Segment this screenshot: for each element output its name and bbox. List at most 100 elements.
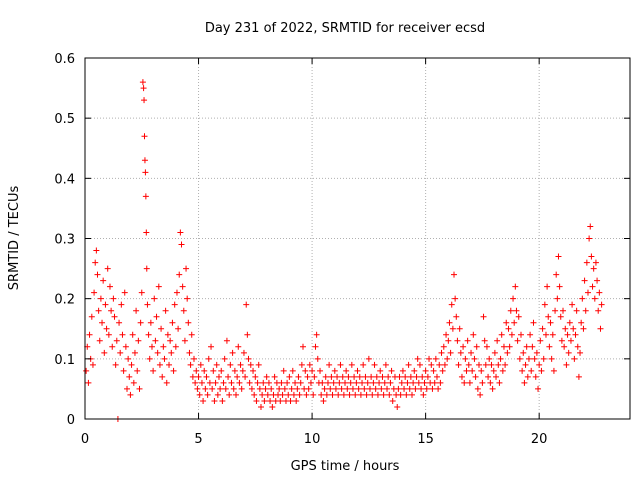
data-point bbox=[284, 379, 291, 386]
data-point bbox=[477, 391, 484, 398]
data-point bbox=[119, 331, 126, 338]
data-point bbox=[529, 343, 536, 350]
data-point bbox=[574, 343, 581, 350]
data-point bbox=[262, 385, 269, 392]
data-point bbox=[176, 271, 183, 278]
data-point bbox=[311, 373, 318, 380]
data-point bbox=[254, 379, 261, 386]
data-point bbox=[458, 373, 465, 380]
data-point bbox=[452, 295, 459, 302]
data-point bbox=[179, 283, 186, 290]
data-point bbox=[122, 343, 129, 350]
data-point bbox=[206, 379, 213, 386]
data-point bbox=[113, 337, 120, 344]
x-axis-ticks: 0 5 10 15 20 bbox=[81, 58, 547, 447]
data-point bbox=[569, 301, 576, 308]
data-point bbox=[571, 355, 578, 362]
data-point bbox=[106, 283, 113, 290]
data-point bbox=[564, 331, 571, 338]
data-point bbox=[133, 307, 140, 314]
data-point bbox=[497, 355, 504, 362]
data-point bbox=[464, 337, 471, 344]
data-point bbox=[522, 361, 529, 368]
data-point bbox=[538, 367, 545, 374]
data-point bbox=[366, 385, 373, 392]
data-point bbox=[345, 373, 352, 380]
data-point bbox=[295, 373, 302, 380]
data-point bbox=[150, 367, 157, 374]
data-point bbox=[245, 355, 252, 362]
data-point bbox=[354, 367, 361, 374]
data-point bbox=[142, 169, 149, 176]
data-point bbox=[428, 361, 435, 368]
data-points bbox=[83, 79, 605, 422]
data-point bbox=[103, 325, 110, 332]
data-point bbox=[99, 319, 106, 326]
data-point bbox=[235, 343, 242, 350]
data-point bbox=[94, 271, 101, 278]
data-point bbox=[545, 313, 552, 320]
data-point bbox=[247, 361, 254, 368]
data-point bbox=[353, 379, 360, 386]
data-point bbox=[372, 385, 379, 392]
data-point bbox=[451, 271, 458, 278]
data-point bbox=[499, 367, 506, 374]
data-point bbox=[209, 385, 216, 392]
data-point bbox=[124, 385, 131, 392]
data-point bbox=[527, 331, 534, 338]
data-point bbox=[202, 385, 209, 392]
data-point bbox=[510, 295, 517, 302]
data-point bbox=[468, 349, 475, 356]
y-axis-ticks: 0 0.1 0.2 0.3 0.4 0.5 0.6 bbox=[54, 52, 630, 428]
data-point bbox=[413, 373, 420, 380]
data-point bbox=[137, 319, 144, 326]
data-point bbox=[340, 391, 347, 398]
data-point bbox=[558, 337, 565, 344]
data-point bbox=[471, 355, 478, 362]
x-tick-label: 0 bbox=[81, 432, 89, 447]
data-point bbox=[357, 391, 364, 398]
data-point bbox=[86, 331, 93, 338]
data-point bbox=[104, 265, 111, 272]
data-point bbox=[139, 79, 146, 86]
data-point bbox=[136, 385, 143, 392]
data-point bbox=[557, 313, 564, 320]
data-point bbox=[210, 367, 217, 374]
data-point bbox=[556, 283, 563, 290]
data-point bbox=[397, 391, 404, 398]
data-point bbox=[439, 367, 446, 374]
data-point bbox=[344, 385, 351, 392]
data-point bbox=[382, 361, 389, 368]
data-point bbox=[242, 373, 249, 380]
data-point bbox=[287, 397, 294, 404]
data-point bbox=[418, 385, 425, 392]
data-point bbox=[129, 331, 136, 338]
data-point bbox=[121, 289, 128, 296]
data-point bbox=[138, 289, 145, 296]
data-point bbox=[168, 349, 175, 356]
data-point bbox=[595, 307, 602, 314]
data-point bbox=[188, 331, 195, 338]
data-point bbox=[152, 337, 159, 344]
data-point bbox=[395, 385, 402, 392]
data-point bbox=[560, 307, 567, 314]
data-point bbox=[279, 391, 286, 398]
data-point bbox=[294, 385, 301, 392]
data-point bbox=[186, 349, 193, 356]
data-point bbox=[312, 343, 319, 350]
data-point bbox=[409, 391, 415, 398]
data-point bbox=[547, 319, 554, 326]
data-point bbox=[238, 385, 245, 392]
data-point bbox=[567, 337, 574, 344]
data-point bbox=[183, 265, 190, 272]
data-point bbox=[535, 385, 542, 392]
data-point bbox=[334, 373, 341, 380]
data-point bbox=[231, 367, 238, 374]
data-point bbox=[472, 373, 479, 380]
data-point bbox=[100, 277, 107, 284]
data-point bbox=[406, 385, 413, 392]
data-point bbox=[516, 355, 523, 362]
data-point bbox=[278, 379, 285, 386]
y-tick-label: 0.3 bbox=[54, 233, 75, 248]
data-point bbox=[438, 349, 445, 356]
